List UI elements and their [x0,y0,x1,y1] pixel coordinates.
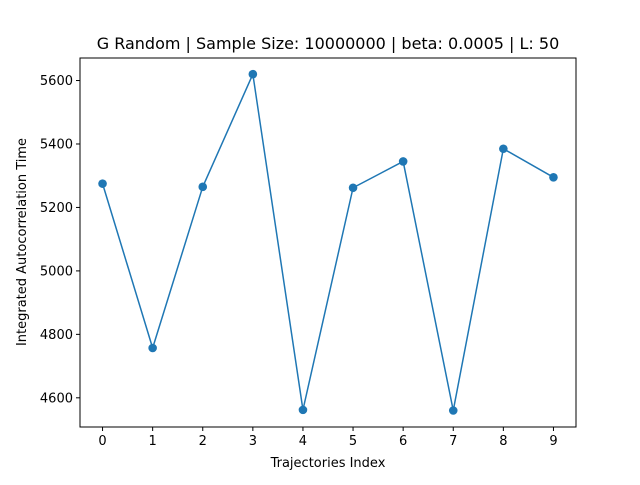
x-tick-label: 0 [98,434,106,449]
x-tick-label: 9 [549,434,557,449]
chart-title: G Random | Sample Size: 10000000 | beta:… [97,34,560,53]
data-point [549,172,558,182]
axis-ticks: 0 1 2 3 4 5 6 7 8 9 4600 4800 5000 5200 5400 5600 [40,74,558,449]
x-tick-label: 8 [499,434,507,449]
data-point [248,69,258,79]
y-tick-label: 5200 [40,201,73,216]
x-tick-label: 4 [299,434,307,449]
plot-frame [79,57,577,428]
data-point [148,343,157,353]
x-tick-label: 6 [399,434,407,449]
data-point [298,405,308,415]
data-point [98,179,107,188]
data-point [198,182,208,192]
y-tick-label: 5400 [40,137,73,152]
x-axis-label: Trajectories Index [270,456,386,471]
data-point [499,144,508,154]
y-tick-label: 4800 [40,328,73,343]
data-point [348,183,358,193]
x-tick-label: 1 [149,434,157,449]
y-tick-label: 5600 [40,74,73,89]
x-tick-label: 2 [199,434,207,449]
series-line [101,73,554,412]
data-point [398,157,408,166]
data-point [448,406,458,415]
y-axis-label: Integrated Autocorrelation Time [15,138,30,346]
y-tick-label: 4600 [40,391,73,406]
x-tick-label: 7 [449,434,457,449]
x-tick-label: 3 [249,434,257,449]
y-tick-label: 5000 [40,264,73,279]
data-series [98,69,558,415]
x-tick-label: 5 [349,434,357,449]
